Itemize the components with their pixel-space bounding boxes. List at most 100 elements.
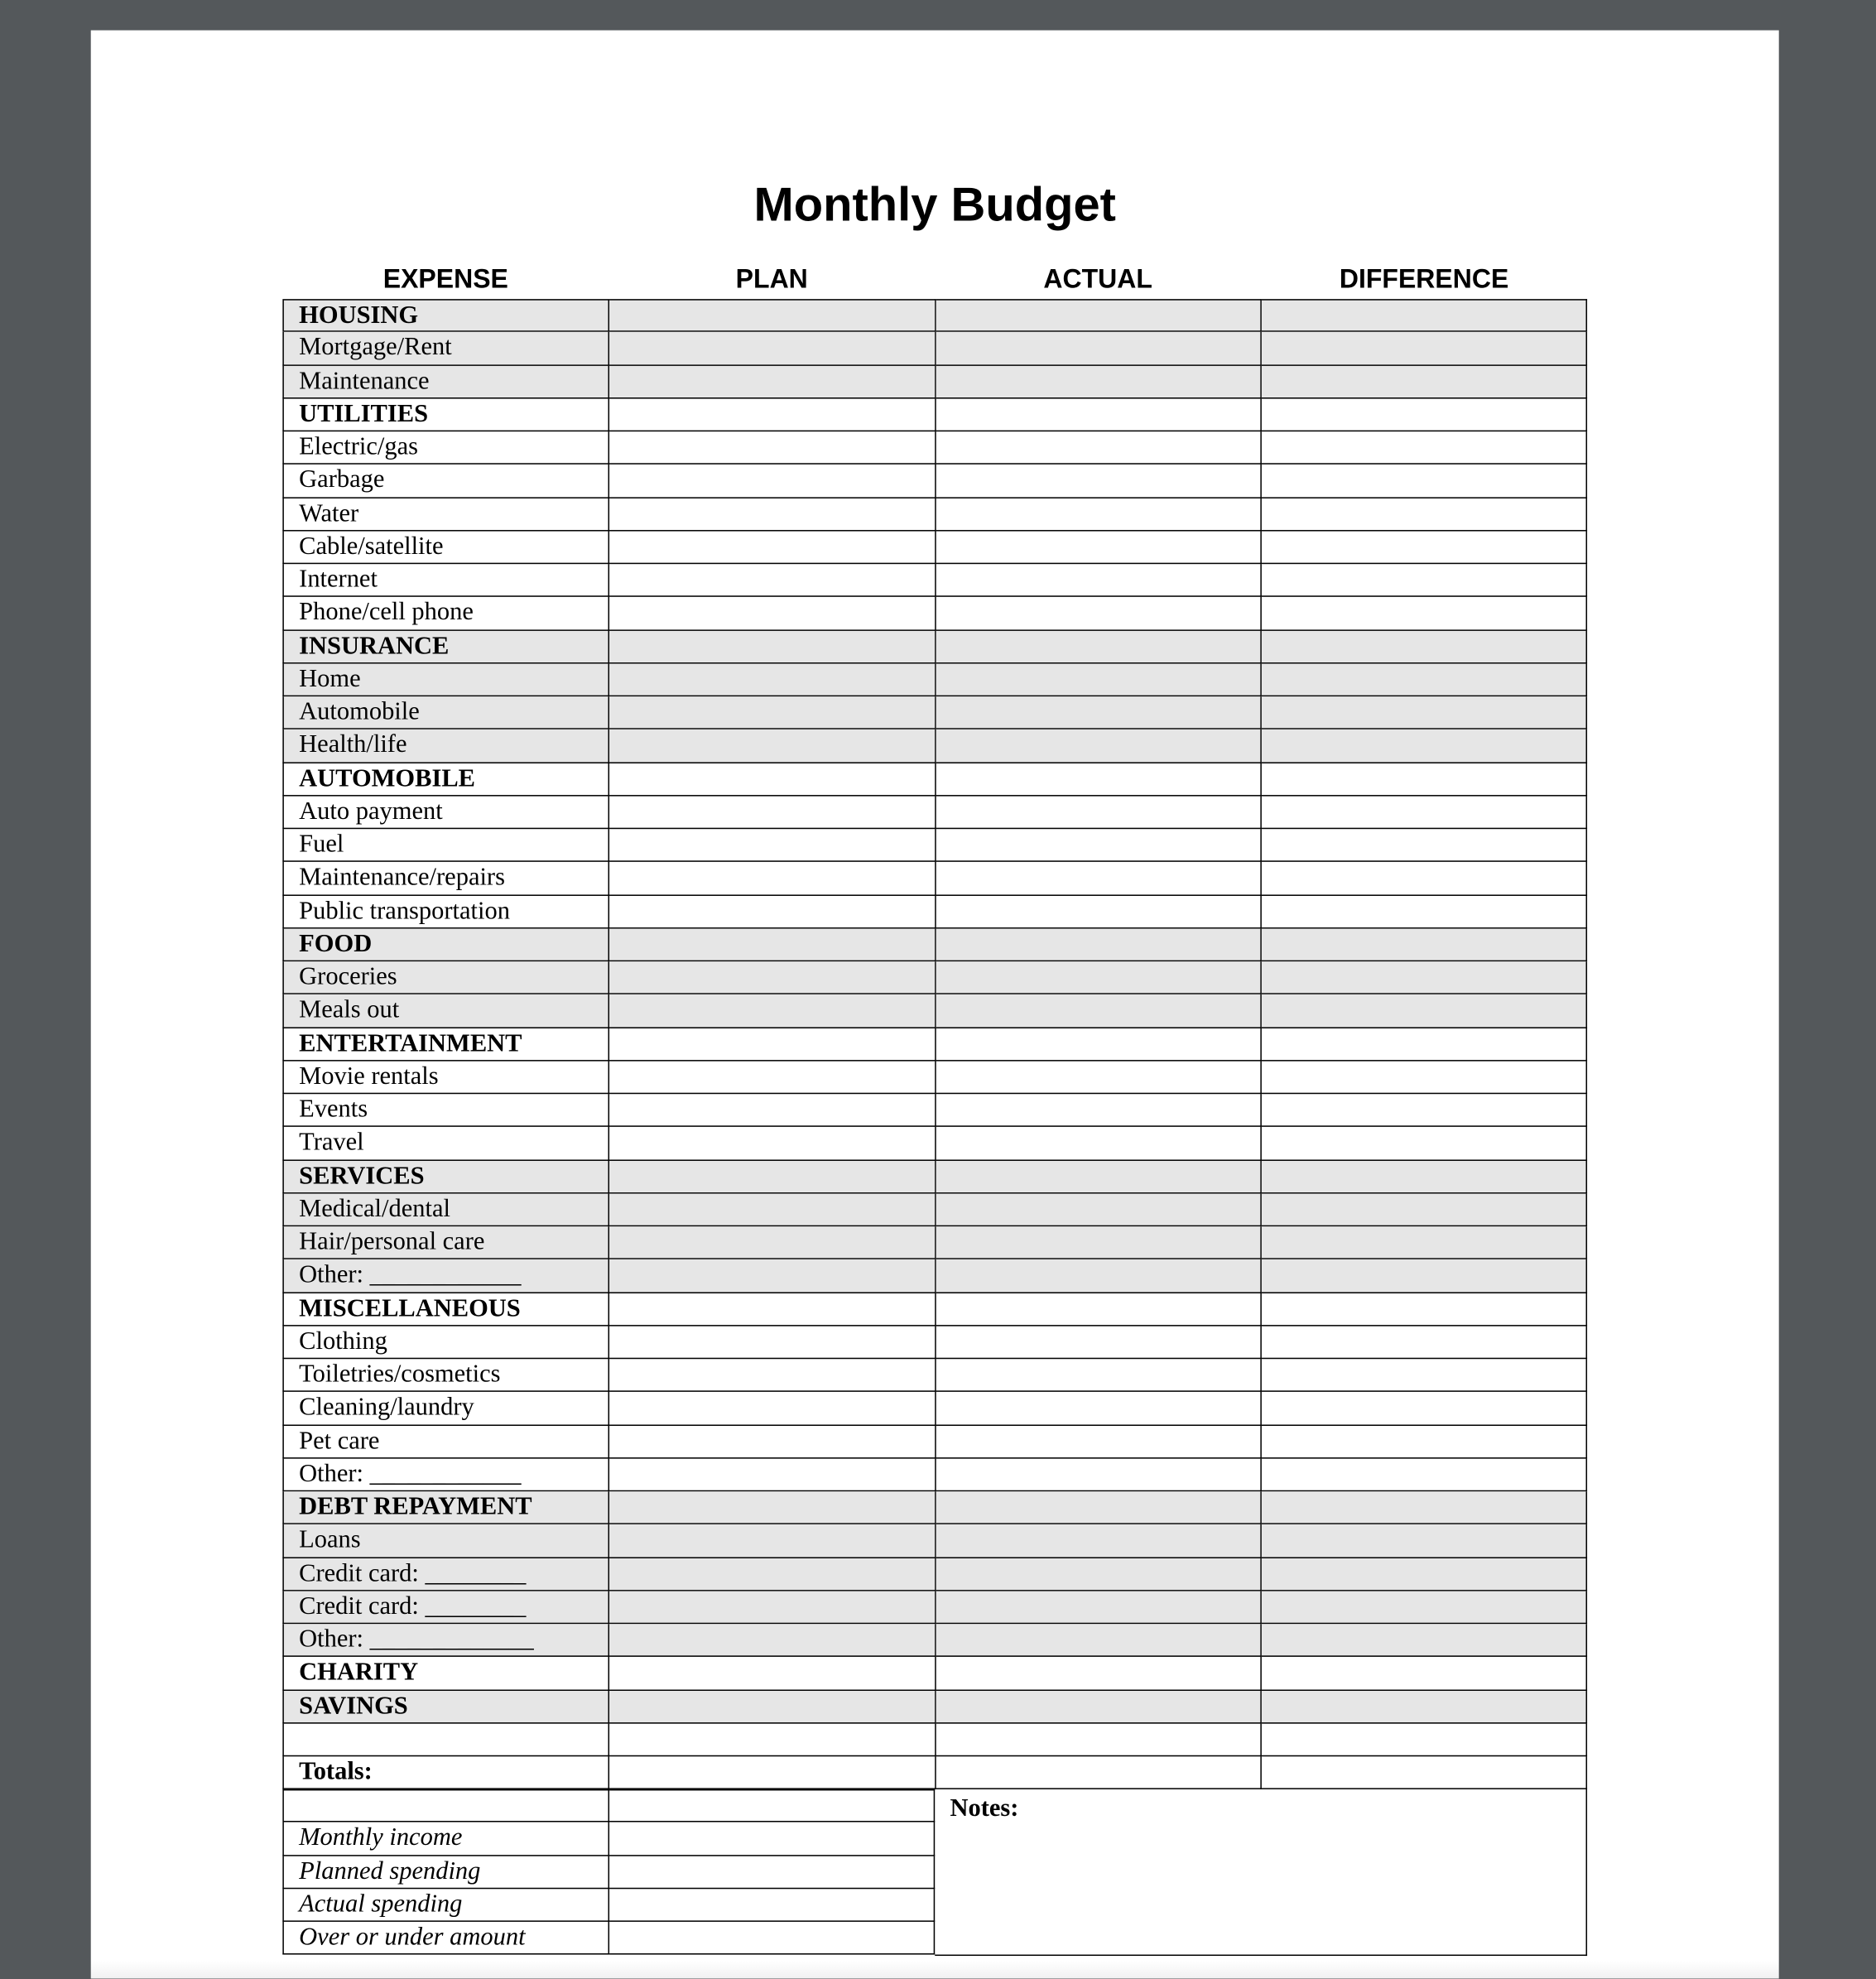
plan-cell[interactable] xyxy=(609,1558,936,1591)
difference-cell[interactable] xyxy=(1261,365,1588,399)
difference-cell[interactable] xyxy=(1261,1061,1588,1095)
difference-cell[interactable] xyxy=(1261,1624,1588,1658)
difference-cell[interactable] xyxy=(1261,1657,1588,1691)
plan-cell[interactable] xyxy=(609,299,936,333)
plan-cell[interactable] xyxy=(609,829,936,863)
actual-cell[interactable] xyxy=(935,1690,1262,1724)
plan-cell[interactable] xyxy=(609,365,936,399)
plan-cell[interactable] xyxy=(609,928,936,962)
actual-cell[interactable] xyxy=(935,1723,1262,1757)
difference-cell[interactable] xyxy=(1261,729,1588,763)
actual-cell[interactable] xyxy=(935,531,1262,565)
plan-cell[interactable] xyxy=(609,796,936,830)
difference-cell[interactable] xyxy=(1261,299,1588,333)
actual-cell[interactable] xyxy=(935,1458,1262,1492)
plan-cell[interactable] xyxy=(609,663,936,697)
difference-cell[interactable] xyxy=(1261,498,1588,532)
difference-cell[interactable] xyxy=(1261,1690,1588,1724)
actual-cell[interactable] xyxy=(935,862,1262,896)
difference-cell[interactable] xyxy=(1261,994,1588,1028)
actual-cell[interactable] xyxy=(935,663,1262,697)
difference-cell[interactable] xyxy=(1261,796,1588,830)
actual-cell[interactable] xyxy=(935,796,1262,830)
difference-cell[interactable] xyxy=(1261,928,1588,962)
difference-cell[interactable] xyxy=(1261,961,1588,995)
plan-cell[interactable] xyxy=(609,564,936,598)
difference-cell[interactable] xyxy=(1261,1226,1588,1260)
summary-value-cell[interactable] xyxy=(608,1921,936,1955)
actual-cell[interactable] xyxy=(935,1359,1262,1393)
notes-box[interactable]: Notes: xyxy=(935,1789,1588,1957)
difference-cell[interactable] xyxy=(1261,1326,1588,1360)
actual-cell[interactable] xyxy=(935,1491,1262,1525)
difference-cell[interactable] xyxy=(1261,398,1588,432)
summary-value-cell[interactable] xyxy=(608,1822,936,1856)
difference-cell[interactable] xyxy=(1261,1491,1588,1525)
actual-cell[interactable] xyxy=(935,630,1262,664)
plan-cell[interactable] xyxy=(609,531,936,565)
plan-cell[interactable] xyxy=(609,1657,936,1691)
actual-cell[interactable] xyxy=(935,1160,1262,1194)
plan-cell[interactable] xyxy=(609,1524,936,1558)
plan-cell[interactable] xyxy=(609,1259,936,1293)
actual-cell[interactable] xyxy=(935,1127,1262,1161)
difference-cell[interactable] xyxy=(1261,1359,1588,1393)
actual-cell[interactable] xyxy=(935,928,1262,962)
difference-cell[interactable] xyxy=(1261,1591,1588,1625)
plan-cell[interactable] xyxy=(609,1591,936,1625)
difference-cell[interactable] xyxy=(1261,1028,1588,1062)
actual-cell[interactable] xyxy=(935,1657,1262,1691)
summary-value-cell[interactable] xyxy=(608,1789,936,1823)
actual-cell[interactable] xyxy=(935,1193,1262,1227)
difference-cell[interactable] xyxy=(1261,1293,1588,1327)
summary-value-cell[interactable] xyxy=(608,1888,936,1922)
plan-cell[interactable] xyxy=(609,431,936,465)
actual-cell[interactable] xyxy=(935,431,1262,465)
actual-cell[interactable] xyxy=(935,1259,1262,1293)
difference-cell[interactable] xyxy=(1261,1160,1588,1194)
difference-cell[interactable] xyxy=(1261,1558,1588,1591)
difference-cell[interactable] xyxy=(1261,1193,1588,1227)
plan-cell[interactable] xyxy=(609,961,936,995)
plan-cell[interactable] xyxy=(609,630,936,664)
difference-cell[interactable] xyxy=(1261,597,1588,631)
plan-cell[interactable] xyxy=(609,1491,936,1525)
plan-cell[interactable] xyxy=(609,763,936,797)
actual-cell[interactable] xyxy=(935,1061,1262,1095)
plan-cell[interactable] xyxy=(609,1756,936,1790)
plan-cell[interactable] xyxy=(609,862,936,896)
actual-cell[interactable] xyxy=(935,597,1262,631)
summary-value-cell[interactable] xyxy=(608,1855,936,1889)
plan-cell[interactable] xyxy=(609,1723,936,1757)
plan-cell[interactable] xyxy=(609,1160,936,1194)
plan-cell[interactable] xyxy=(609,994,936,1028)
plan-cell[interactable] xyxy=(609,696,936,730)
plan-cell[interactable] xyxy=(609,1458,936,1492)
plan-cell[interactable] xyxy=(609,1028,936,1062)
difference-cell[interactable] xyxy=(1261,829,1588,863)
actual-cell[interactable] xyxy=(935,332,1262,366)
plan-cell[interactable] xyxy=(609,1293,936,1327)
plan-cell[interactable] xyxy=(609,1226,936,1260)
actual-cell[interactable] xyxy=(935,961,1262,995)
difference-cell[interactable] xyxy=(1261,1524,1588,1558)
plan-cell[interactable] xyxy=(609,1624,936,1658)
actual-cell[interactable] xyxy=(935,994,1262,1028)
actual-cell[interactable] xyxy=(935,564,1262,598)
difference-cell[interactable] xyxy=(1261,895,1588,929)
difference-cell[interactable] xyxy=(1261,1392,1588,1426)
difference-cell[interactable] xyxy=(1261,1094,1588,1128)
actual-cell[interactable] xyxy=(935,1293,1262,1327)
difference-cell[interactable] xyxy=(1261,465,1588,498)
actual-cell[interactable] xyxy=(935,299,1262,333)
plan-cell[interactable] xyxy=(609,1094,936,1128)
actual-cell[interactable] xyxy=(935,1028,1262,1062)
plan-cell[interactable] xyxy=(609,1425,936,1459)
actual-cell[interactable] xyxy=(935,1591,1262,1625)
actual-cell[interactable] xyxy=(935,763,1262,797)
actual-cell[interactable] xyxy=(935,465,1262,498)
plan-cell[interactable] xyxy=(609,398,936,432)
actual-cell[interactable] xyxy=(935,829,1262,863)
plan-cell[interactable] xyxy=(609,1690,936,1724)
plan-cell[interactable] xyxy=(609,895,936,929)
